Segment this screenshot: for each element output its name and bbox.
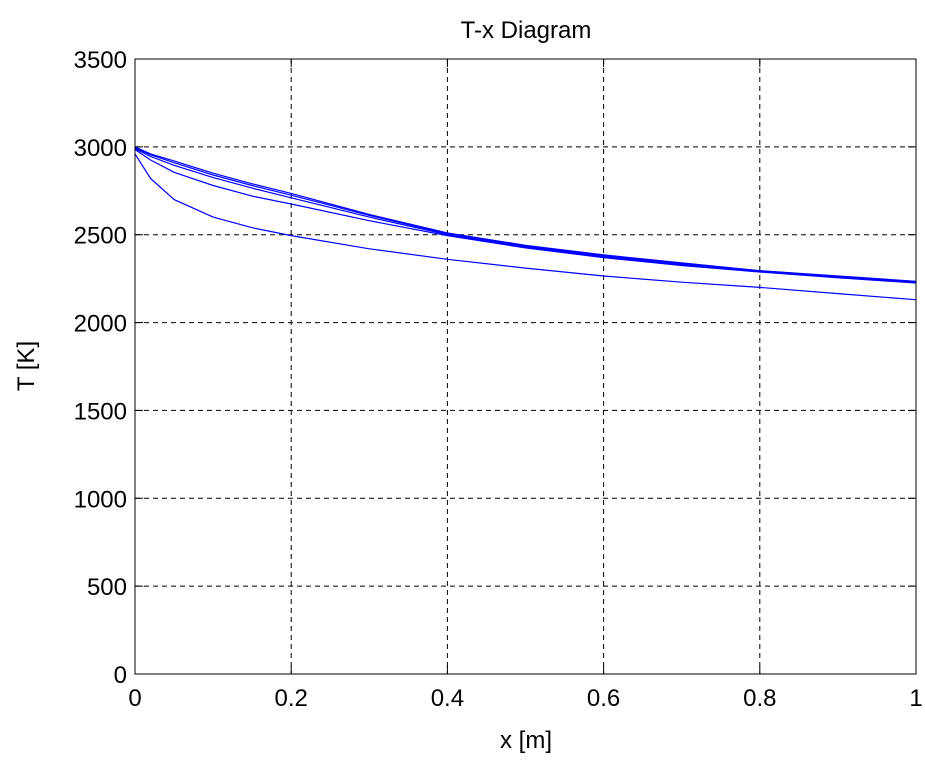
plot-frame bbox=[134, 58, 917, 675]
y-tick-label: 1500 bbox=[74, 398, 127, 425]
y-tick-label: 3000 bbox=[74, 135, 127, 162]
x-tick-label: 0.2 bbox=[275, 685, 308, 712]
series-layer bbox=[134, 146, 917, 301]
x-axis-label: x [m] bbox=[500, 727, 552, 754]
ticks bbox=[134, 58, 917, 675]
series-line-4 bbox=[134, 149, 917, 284]
y-tick-label: 2000 bbox=[74, 311, 127, 338]
series-line-2 bbox=[134, 147, 917, 283]
chart-title: T-x Diagram bbox=[461, 17, 592, 44]
x-tick-label: 0 bbox=[128, 685, 141, 712]
x-tick-label: 1 bbox=[909, 685, 922, 712]
y-tick-label: 3500 bbox=[74, 47, 127, 74]
y-tick-label: 0 bbox=[114, 662, 127, 689]
tick-labels: 0 0.2 0.4 0.6 0.8 1 0 500 1000 1500 2000 2500 3000 35… bbox=[74, 47, 923, 712]
x-tick-label: 0.8 bbox=[743, 685, 776, 712]
x-tick-label: 0.4 bbox=[431, 685, 464, 712]
grid bbox=[135, 59, 916, 674]
y-tick-label: 1000 bbox=[74, 486, 127, 513]
series-line-5 bbox=[134, 153, 917, 301]
x-tick-label: 0.6 bbox=[587, 685, 620, 712]
y-tick-label: 2500 bbox=[74, 223, 127, 250]
y-axis-label: T [K] bbox=[13, 341, 40, 391]
y-tick-label: 500 bbox=[87, 574, 127, 601]
